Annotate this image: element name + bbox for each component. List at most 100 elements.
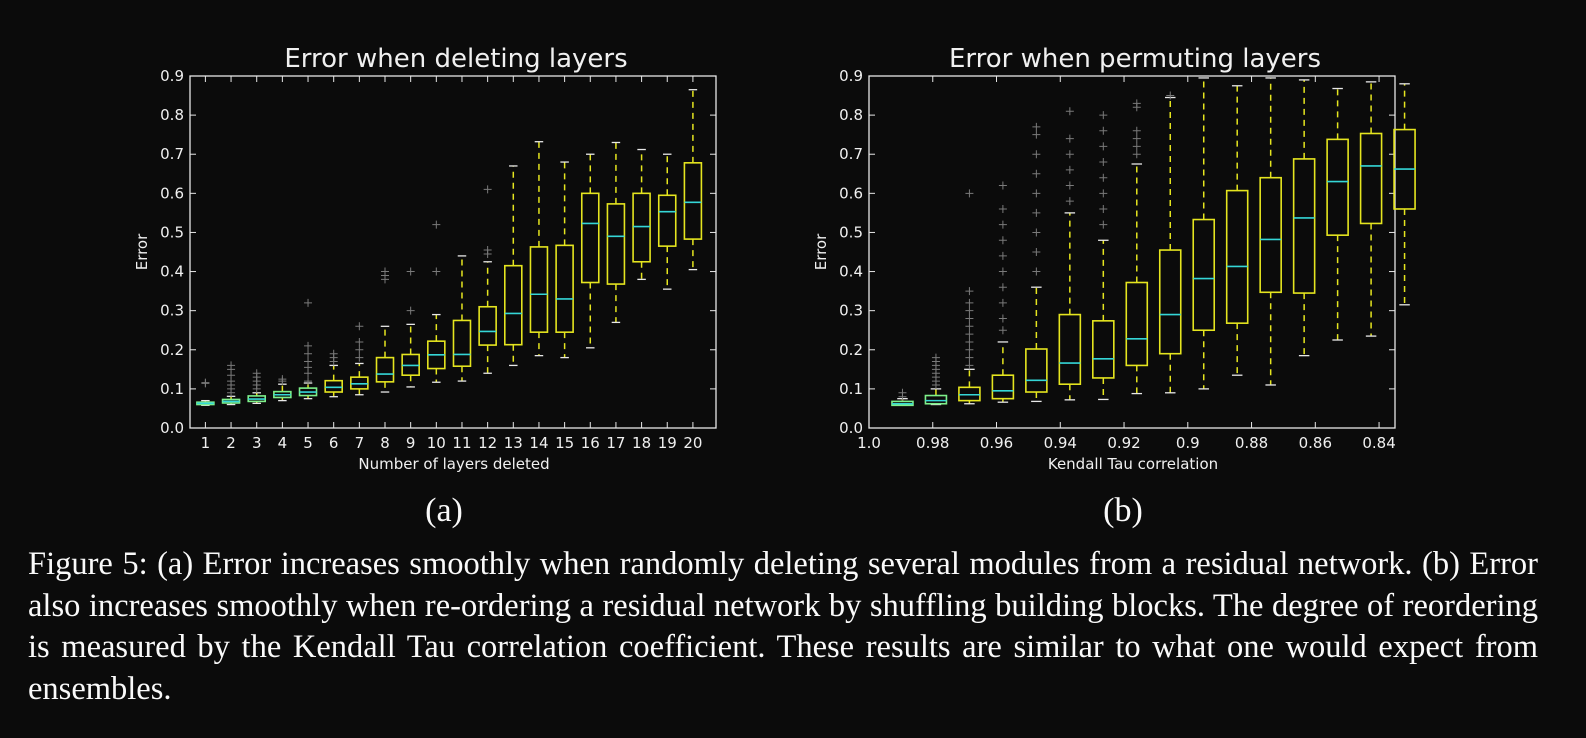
chart-a-box-17 xyxy=(606,141,626,324)
chart-b-outlier xyxy=(1099,142,1108,151)
chart-b-box-6 xyxy=(1058,107,1082,401)
chart-b-outlier xyxy=(998,298,1007,307)
chart-b-box-body xyxy=(924,394,948,405)
chart-b-outlier xyxy=(1099,158,1108,167)
chart-a-outlier xyxy=(483,185,492,194)
chart-b-ytick-label: 0.2 xyxy=(839,341,863,359)
chart-b-outlier xyxy=(998,314,1007,323)
chart-a-box-10 xyxy=(427,220,446,383)
chart-b-outlier xyxy=(1032,248,1041,256)
chart-b-outlier xyxy=(965,306,974,315)
chart-b-xtick-label: 0.9 xyxy=(1176,434,1200,452)
chart-b-xtick-label: 0.84 xyxy=(1362,434,1395,452)
chart-a-box-1 xyxy=(196,378,215,406)
chart-b-outlier xyxy=(998,283,1007,292)
chart-b-outlier xyxy=(965,314,974,323)
chart-a-ytick-label: 0.8 xyxy=(160,106,184,124)
chart-a-box-20 xyxy=(683,89,703,271)
chart-a-xtick-label: 2 xyxy=(226,434,236,452)
chart-a-ytick-label: 0.4 xyxy=(160,263,184,281)
chart-a-title: Error when deleting layers xyxy=(284,44,627,74)
chart-a-box-12 xyxy=(478,185,497,374)
chart-a-outlier xyxy=(355,337,364,346)
chart-a-xtick-label: 5 xyxy=(303,434,313,452)
chart-a-box-body xyxy=(503,264,523,346)
chart-a-outlier xyxy=(406,267,415,276)
chart-a-box-body xyxy=(324,379,343,393)
chart-b-outlier xyxy=(1099,220,1108,229)
chart-b-box-body xyxy=(1058,313,1082,385)
chart-a-ytick-label: 0.1 xyxy=(160,380,184,398)
chart-a-xtick-label: 16 xyxy=(581,434,600,452)
chart-a-ytick-label: 0.3 xyxy=(160,302,184,320)
chart-a-xtick-label: 13 xyxy=(504,434,523,452)
chart-b-box-13 xyxy=(1292,79,1316,357)
chart-a-outlier xyxy=(406,306,415,315)
chart-b-box-10 xyxy=(1192,77,1216,390)
chart-b-ytick-label: 0.7 xyxy=(839,145,863,163)
chart-b-outlier xyxy=(965,330,974,339)
chart-a-box-5 xyxy=(298,298,318,400)
chart-b-outlier xyxy=(965,189,974,198)
chart-a-ytick-label: 0.0 xyxy=(160,419,184,437)
chart-a-xtick-label: 3 xyxy=(252,434,262,452)
chart-a-box-7 xyxy=(350,322,369,396)
panel-label-b: (b) xyxy=(1103,492,1143,529)
chart-b-box-8 xyxy=(1125,99,1149,395)
chart-a-ylabel: Error xyxy=(133,233,151,270)
chart-b-outlier xyxy=(1065,134,1074,143)
chart-a-box-body xyxy=(478,305,497,346)
chart-a-xtick-label: 17 xyxy=(606,434,625,452)
chart-b-xtick-label: 0.96 xyxy=(980,434,1013,452)
chart-a-xtick-label: 20 xyxy=(683,434,702,452)
chart-b-box-2 xyxy=(924,353,948,406)
chart-b-ytick-label: 0.0 xyxy=(839,419,863,437)
chart-a-box-11 xyxy=(452,255,472,382)
chart-a-ytick-label: 0.9 xyxy=(160,67,184,85)
chart-b-box-body xyxy=(991,374,1015,400)
chart-b-outlier xyxy=(1032,150,1041,159)
chart-b-box-body xyxy=(1125,281,1149,367)
chart-a-xtick-label: 18 xyxy=(632,434,651,452)
chart-a-outlier xyxy=(355,322,364,331)
chart-b-box-body xyxy=(1158,249,1182,355)
chart-b-box-body xyxy=(1092,320,1115,379)
chart-b-xtick-label: 0.88 xyxy=(1235,434,1268,452)
chart-a-xtick-label: 19 xyxy=(658,434,677,452)
chart-b-box-11 xyxy=(1225,85,1249,376)
chart-b-box-body xyxy=(1359,132,1383,225)
chart-b-outlier xyxy=(965,287,974,296)
chart-b-xtick-label: 0.98 xyxy=(916,434,949,452)
chart-b-outlier xyxy=(1099,126,1108,135)
chart-b-outlier xyxy=(965,298,974,307)
chart-b-outlier xyxy=(965,337,974,346)
chart-a-plot-frame xyxy=(189,75,717,429)
chart-b-outlier xyxy=(998,251,1007,260)
chart-b-outlier xyxy=(1032,122,1041,131)
chart-b-title: Error when permuting layers xyxy=(949,44,1321,74)
chart-b-outlier xyxy=(998,220,1007,229)
chart-a-box-body xyxy=(555,244,574,333)
chart-b-xlabel: Kendall Tau correlation xyxy=(1048,455,1218,473)
chart-b-outlier xyxy=(998,204,1007,213)
chart-b-box-body xyxy=(1025,348,1048,393)
chart-b-outlier xyxy=(1132,134,1141,143)
chart-a-box-body xyxy=(632,192,651,263)
chart-b-plot-frame xyxy=(868,75,1396,429)
chart-b-ytick-label: 0.4 xyxy=(839,263,863,281)
chart-b-box-9 xyxy=(1158,91,1182,394)
chart-b-outlier xyxy=(1099,204,1108,213)
chart-a-xtick-label: 10 xyxy=(427,434,446,452)
chart-b-outlier xyxy=(1065,181,1074,190)
figure-caption: Figure 5: (a) Error increases smoothly w… xyxy=(28,546,1538,707)
chart-a-ytick-label: 0.5 xyxy=(160,223,184,241)
chart-a-box-16 xyxy=(580,153,600,349)
chart-a-xtick-label: 6 xyxy=(329,434,339,452)
chart-a-outlier xyxy=(304,341,313,350)
chart-b-box-body xyxy=(1326,138,1349,236)
chart-a-box-15 xyxy=(555,161,574,359)
chart-a-outlier xyxy=(252,369,261,378)
chart-b-xtick-label: 0.86 xyxy=(1299,434,1332,452)
chart-b-box-12 xyxy=(1259,77,1282,386)
chart-b-outlier xyxy=(1032,208,1041,217)
